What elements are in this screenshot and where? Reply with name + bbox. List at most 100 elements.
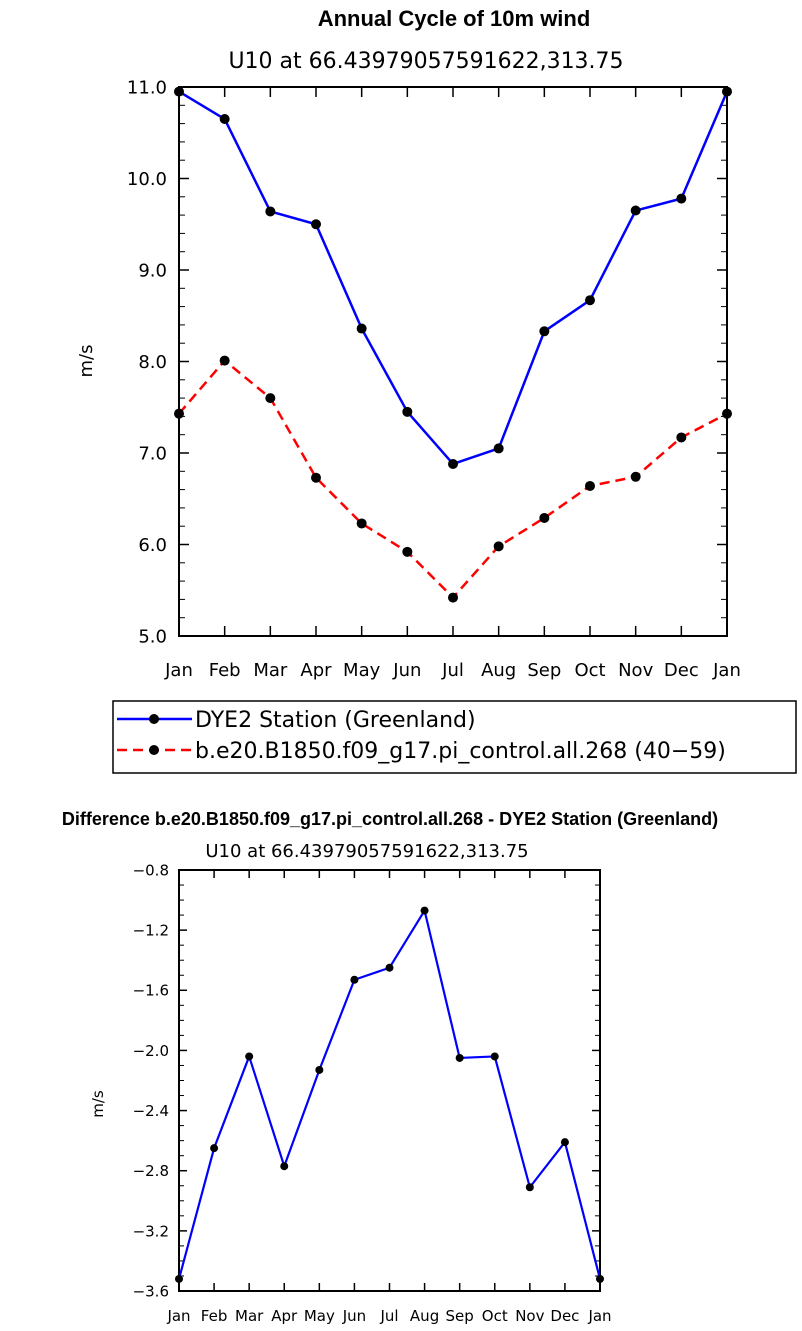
y-tick-label: −1.2 xyxy=(133,922,169,940)
chart1-plot-frame xyxy=(178,86,728,637)
series-0-point xyxy=(420,906,429,915)
x-tick-label: Apr xyxy=(271,1307,298,1325)
y-tick-label: 11.0 xyxy=(127,77,167,98)
legend-box xyxy=(112,700,797,774)
series-0-point xyxy=(630,205,641,216)
difference-chart: Difference b.e20.B1850.f09_g17.pi_contro… xyxy=(62,809,718,1325)
x-tick-label: Jan xyxy=(164,660,193,681)
series-1-point xyxy=(265,393,276,404)
series-1-point xyxy=(722,408,732,419)
series-line-1 xyxy=(178,359,728,599)
series-0-point xyxy=(315,1065,324,1074)
annual-cycle-chart: Annual Cycle of 10m wind U10 at 66.43979… xyxy=(76,6,741,681)
series-0-point xyxy=(455,1053,464,1062)
x-tick-label: Jan xyxy=(712,660,741,681)
y-tick-label: 8.0 xyxy=(138,352,167,373)
series-1-point xyxy=(448,592,458,603)
chart2-y-axis: −3.6 −3.2 −2.8 −2.4 −2.0 −1.6 −1.2 −0.8 xyxy=(133,861,600,1300)
series-0-point xyxy=(585,295,595,306)
series-0-point xyxy=(525,1183,534,1192)
series-0-point xyxy=(402,406,413,417)
y-tick-label: −2.4 xyxy=(133,1102,169,1120)
series-1-point xyxy=(539,512,550,523)
series-0-point xyxy=(493,443,504,454)
chart2-series xyxy=(175,906,604,1283)
legend-label-model: b.e20.B1850.f09_g17.pi_control.all.268 (… xyxy=(195,739,726,764)
chart2-ylabel: m/s xyxy=(89,1090,107,1118)
y-tick-label: −2.0 xyxy=(133,1042,169,1060)
y-tick-label: 10.0 xyxy=(127,169,167,190)
x-tick-label: Aug xyxy=(481,660,516,681)
y-tick-label: 9.0 xyxy=(138,260,167,281)
x-tick-label: Nov xyxy=(515,1307,544,1325)
x-tick-label: Apr xyxy=(300,660,332,681)
x-tick-label: Jul xyxy=(441,660,464,681)
y-tick-label: −3.6 xyxy=(133,1282,169,1300)
x-tick-label: Jan xyxy=(587,1307,611,1325)
legend-marker-dye2 xyxy=(149,714,159,724)
chart2-x-axis: Jan Feb Mar Apr May Jun Jul Aug Sep Oct Nov Dec Jan xyxy=(166,870,612,1325)
series-0-point xyxy=(175,1274,183,1283)
x-tick-label: Dec xyxy=(550,1307,579,1325)
legend-label-dye2: DYE2 Station (Greenland) xyxy=(195,708,476,733)
x-tick-label: Feb xyxy=(209,660,241,681)
series-0-point xyxy=(280,1162,289,1171)
series-1-point xyxy=(219,355,230,366)
series-1-point xyxy=(356,518,367,529)
series-1-point xyxy=(311,472,321,483)
x-tick-label: Jun xyxy=(342,1307,366,1325)
series-0-point xyxy=(722,86,732,97)
chart1-title: Annual Cycle of 10m wind xyxy=(318,6,591,31)
series-0-point xyxy=(448,458,458,469)
series-1-point xyxy=(585,480,595,491)
y-tick-label: −3.2 xyxy=(133,1222,169,1240)
series-0-point xyxy=(311,219,321,230)
chart2-subtitle: U10 at 66.43979057591622,313.75 xyxy=(205,841,528,862)
x-tick-label: Oct xyxy=(574,660,605,681)
x-tick-label: Oct xyxy=(482,1307,508,1325)
series-0-point xyxy=(560,1138,569,1147)
series-0-point xyxy=(676,193,687,204)
y-tick-label: −2.8 xyxy=(133,1162,169,1180)
chart1-y-axis: 5.0 6.0 7.0 8.0 9.0 10.0 11.0 xyxy=(127,77,727,647)
x-tick-label: Mar xyxy=(235,1307,264,1325)
series-0-point xyxy=(490,1052,499,1061)
x-tick-label: Nov xyxy=(618,660,653,681)
x-tick-label: Sep xyxy=(446,1307,474,1325)
chart1-legend: DYE2 Station (Greenland) b.e20.B1850.f09… xyxy=(112,700,797,774)
x-tick-label: Jul xyxy=(379,1307,398,1325)
x-tick-label: Aug xyxy=(410,1307,439,1325)
series-0-point xyxy=(385,963,394,972)
series-1-point xyxy=(493,541,504,552)
series-line-0 xyxy=(178,90,729,466)
x-tick-label: Jun xyxy=(392,660,421,681)
x-tick-label: Mar xyxy=(253,660,288,681)
legend-marker-model xyxy=(149,745,159,755)
chart1-x-axis: Jan Feb Mar Apr May Jun Jul Aug Sep Oct Nov Dec Jan xyxy=(164,87,741,681)
x-tick-label: Dec xyxy=(664,660,699,681)
series-1-point xyxy=(630,471,641,482)
series-1-point xyxy=(402,546,413,557)
series-0-point xyxy=(539,326,550,337)
series-0-point xyxy=(356,323,367,334)
chart1-subtitle: U10 at 66.43979057591622,313.75 xyxy=(228,49,623,74)
chart2-plot-frame xyxy=(178,869,601,1292)
y-tick-label: 6.0 xyxy=(138,535,167,556)
series-1-point xyxy=(174,408,184,419)
series-0-point xyxy=(210,1144,219,1153)
x-tick-label: Feb xyxy=(201,1307,228,1325)
series-0-point xyxy=(350,975,359,984)
y-tick-label: 7.0 xyxy=(138,443,167,464)
chart1-ylabel: m/s xyxy=(76,345,97,378)
y-tick-label: −0.8 xyxy=(133,861,169,879)
series-0-point xyxy=(265,206,276,217)
y-tick-label: −1.6 xyxy=(133,982,169,1000)
x-tick-label: May xyxy=(304,1307,335,1325)
x-tick-label: May xyxy=(343,660,381,681)
series-1-point xyxy=(676,432,687,443)
x-tick-label: Sep xyxy=(527,660,561,681)
series-0-point xyxy=(596,1274,604,1283)
chart2-title: Difference b.e20.B1850.f09_g17.pi_contro… xyxy=(62,809,718,829)
chart1-series xyxy=(174,86,732,603)
